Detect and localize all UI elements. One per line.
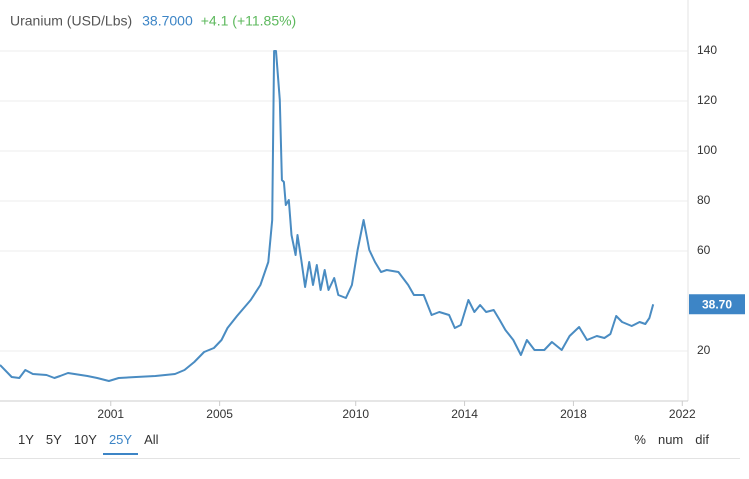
price-line — [0, 50, 655, 382]
y-tick-label: 100 — [697, 143, 717, 157]
mode-buttons: % num dif — [628, 430, 715, 449]
y-tick-label: 120 — [697, 93, 717, 107]
price: 38.7000 — [142, 13, 193, 29]
x-tick-label: 2014 — [451, 407, 478, 421]
x-tick-label: 2010 — [342, 407, 369, 421]
change: +4.1 (+11.85%) — [201, 13, 296, 29]
separator — [0, 458, 740, 459]
chart-title: Uranium (USD/Lbs) — [10, 13, 132, 29]
mode-button[interactable]: % — [634, 432, 646, 447]
y-tick-label: 20 — [697, 343, 711, 357]
range-button[interactable]: 25Y — [102, 430, 139, 455]
range-button[interactable]: 5Y — [45, 432, 62, 447]
y-tick-label: 140 — [697, 43, 717, 57]
x-tick-label: 2005 — [206, 407, 233, 421]
x-tick-label: 2018 — [560, 407, 587, 421]
last-value-badge — [689, 294, 745, 315]
range-buttons: 1Y 5Y 10Y 25Y All — [12, 430, 165, 455]
range-button[interactable]: 1Y — [18, 432, 34, 447]
mode-button[interactable]: num — [657, 432, 684, 447]
x-tick-label: 2001 — [97, 407, 124, 421]
y-tick-label: 60 — [697, 243, 711, 257]
range-button[interactable]: All — [144, 432, 159, 447]
mode-button[interactable]: dif — [695, 432, 709, 447]
chart: Uranium (USD/Lbs) 38.7000 +4.1 (+11.85%) 2… — [0, 0, 745, 421]
last-value-label: 38.70 — [702, 297, 732, 311]
range-button[interactable]: 10Y — [73, 432, 97, 447]
x-tick-label: 2022 — [669, 407, 696, 421]
y-tick-label: 80 — [697, 193, 711, 207]
